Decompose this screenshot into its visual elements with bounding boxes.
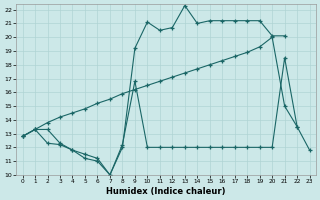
X-axis label: Humidex (Indice chaleur): Humidex (Indice chaleur) xyxy=(106,187,226,196)
